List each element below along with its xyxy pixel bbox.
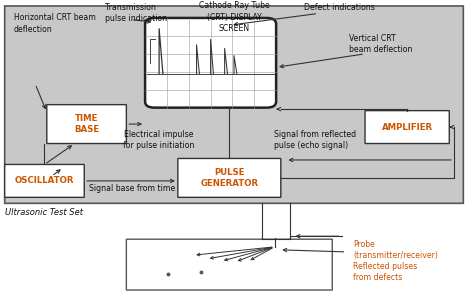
Text: Defect indications: Defect indications [304,3,375,12]
Text: Cathode Ray Tube
(CRT) DISPLAY
SCREEN: Cathode Ray Tube (CRT) DISPLAY SCREEN [198,1,270,33]
Text: Horizontal CRT beam
deflection: Horizontal CRT beam deflection [14,13,96,33]
Text: Ultrasonic Test Set: Ultrasonic Test Set [5,208,83,217]
Text: OSCILLATOR: OSCILLATOR [15,176,74,185]
Text: Reflected pulses
from defects: Reflected pulses from defects [353,262,417,282]
FancyBboxPatch shape [365,111,449,144]
FancyBboxPatch shape [5,164,84,197]
FancyBboxPatch shape [5,6,463,203]
Text: Signal base from time: Signal base from time [89,184,175,193]
Text: TIME
BASE: TIME BASE [74,114,99,135]
Text: PULSE
GENERATOR: PULSE GENERATOR [200,167,258,188]
Text: Electrical impulse
for pulse initiation: Electrical impulse for pulse initiation [124,130,195,150]
Text: Probe
(transmitter/receiver): Probe (transmitter/receiver) [353,240,438,260]
Text: AMPLIFIER: AMPLIFIER [381,123,433,132]
FancyBboxPatch shape [145,18,276,108]
Text: Signal from reflected
pulse (echo signal): Signal from reflected pulse (echo signal… [274,130,356,150]
Text: Vertical CRT
beam deflection: Vertical CRT beam deflection [349,34,412,54]
FancyBboxPatch shape [126,239,332,290]
FancyBboxPatch shape [178,158,281,197]
Text: Transmission
pulse indication: Transmission pulse indication [105,3,168,23]
FancyBboxPatch shape [47,105,126,144]
